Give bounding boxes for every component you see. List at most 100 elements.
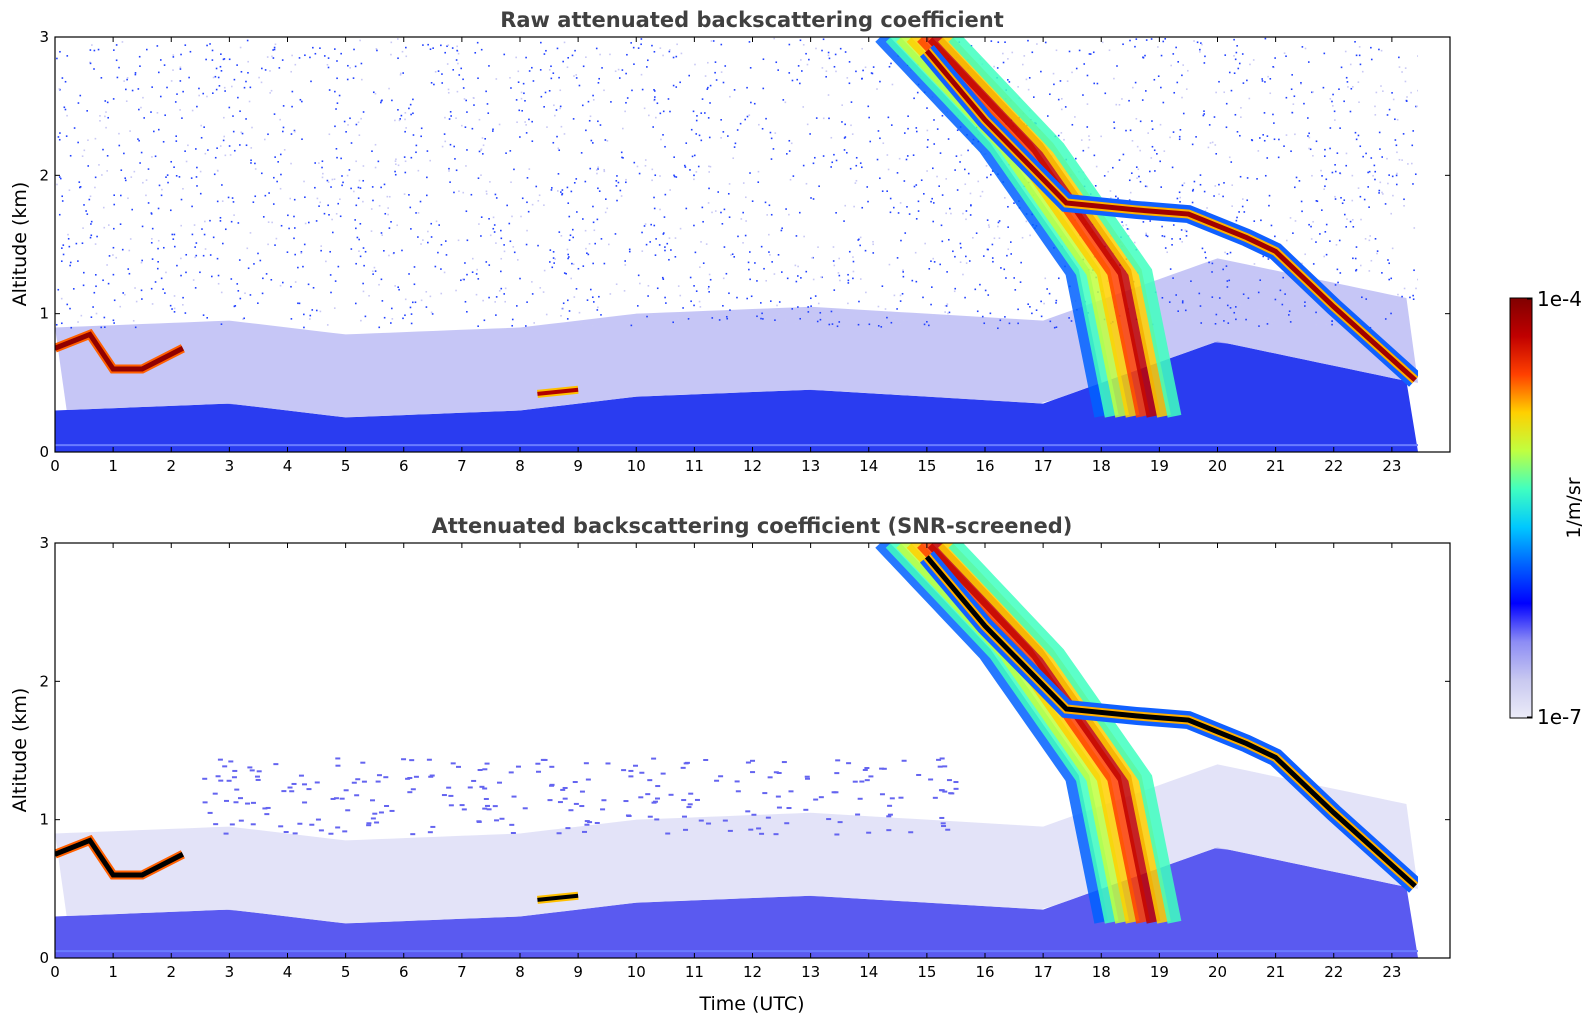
noise-speckle	[293, 198, 296, 201]
noise-speckle	[638, 172, 641, 175]
noise-speckle	[489, 234, 492, 237]
noise-speckle	[609, 293, 612, 295]
noise-speckle	[105, 111, 107, 113]
noise-speckle	[441, 82, 444, 84]
noise-speckle	[234, 305, 237, 307]
noise-speckle	[1381, 156, 1383, 158]
noise-speckle	[304, 196, 306, 199]
screened-speckle	[328, 832, 334, 835]
noise-speckle	[378, 283, 380, 286]
noise-speckle	[1365, 298, 1368, 300]
noise-speckle	[848, 61, 851, 63]
noise-speckle	[90, 223, 92, 225]
noise-speckle	[592, 142, 594, 144]
noise-speckle	[580, 152, 583, 154]
noise-speckle	[568, 215, 571, 218]
screened-speckle	[536, 770, 542, 773]
noise-speckle	[103, 226, 106, 229]
noise-speckle	[1334, 170, 1337, 173]
noise-speckle	[722, 304, 724, 307]
noise-speckle	[124, 179, 127, 182]
noise-speckle	[1324, 155, 1326, 158]
noise-speckle	[679, 227, 682, 230]
noise-speckle	[598, 190, 601, 192]
screened-speckle	[916, 773, 922, 776]
noise-speckle	[653, 196, 655, 199]
screened-speckle	[784, 822, 790, 825]
noise-speckle	[722, 81, 725, 84]
noise-speckle	[362, 179, 365, 182]
noise-speckle	[1153, 78, 1156, 81]
noise-speckle	[964, 168, 966, 171]
noise-speckle	[526, 229, 528, 232]
noise-speckle	[626, 97, 629, 99]
noise-speckle	[233, 78, 236, 81]
noise-speckle	[838, 257, 840, 260]
noise-speckle	[795, 322, 798, 325]
noise-speckle	[102, 148, 104, 151]
noise-speckle	[601, 67, 603, 69]
noise-speckle	[592, 94, 594, 97]
noise-speckle	[58, 138, 61, 141]
screened-speckle	[448, 804, 454, 807]
noise-speckle	[440, 44, 442, 47]
noise-speckle	[828, 323, 831, 326]
noise-speckle	[62, 253, 65, 256]
noise-speckle	[795, 235, 798, 237]
noise-speckle	[632, 46, 635, 49]
noise-speckle	[1139, 180, 1142, 183]
noise-speckle	[476, 41, 479, 44]
noise-speckle	[95, 312, 98, 315]
noise-speckle	[1035, 309, 1038, 312]
noise-speckle	[1177, 310, 1179, 312]
noise-speckle	[484, 137, 486, 140]
noise-speckle	[381, 234, 383, 236]
screened-speckle	[734, 780, 740, 783]
noise-speckle	[422, 239, 424, 241]
noise-speckle	[614, 233, 617, 235]
noise-speckle	[1374, 178, 1376, 181]
screened-speckle	[335, 764, 341, 767]
noise-speckle	[1113, 77, 1115, 80]
noise-speckle	[321, 160, 324, 163]
noise-speckle	[78, 181, 81, 183]
screened-speckle	[583, 762, 589, 765]
noise-speckle	[1343, 199, 1346, 201]
noise-speckle	[744, 234, 747, 237]
noise-speckle	[480, 235, 482, 237]
noise-speckle	[946, 271, 948, 273]
noise-speckle	[825, 75, 827, 78]
noise-speckle	[394, 173, 397, 176]
noise-speckle	[290, 318, 293, 320]
noise-speckle	[859, 244, 861, 247]
noise-speckle	[157, 261, 159, 263]
noise-speckle	[394, 285, 396, 287]
noise-speckle	[1027, 303, 1029, 306]
x-tick-label: 3	[225, 963, 235, 981]
noise-speckle	[249, 294, 252, 296]
noise-speckle	[833, 264, 836, 267]
noise-speckle	[1101, 41, 1104, 44]
noise-speckle	[571, 228, 574, 231]
noise-speckle	[89, 62, 92, 65]
noise-speckle	[209, 43, 211, 45]
noise-speckle	[532, 80, 535, 82]
x-tick-label: 3	[225, 457, 235, 475]
noise-speckle	[276, 180, 278, 183]
noise-speckle	[659, 208, 661, 211]
noise-speckle	[1163, 150, 1166, 152]
noise-speckle	[1357, 134, 1360, 137]
noise-speckle	[1308, 136, 1311, 139]
noise-speckle	[281, 59, 284, 61]
noise-speckle	[625, 181, 627, 184]
noise-speckle	[1122, 153, 1125, 156]
noise-speckle	[560, 125, 563, 128]
noise-speckle	[1304, 47, 1307, 50]
noise-speckle	[478, 223, 480, 225]
noise-speckle	[591, 296, 594, 299]
noise-speckle	[139, 65, 141, 67]
noise-speckle	[1340, 66, 1343, 69]
noise-speckle	[662, 278, 665, 280]
screened-speckle	[335, 826, 341, 829]
noise-speckle	[119, 223, 122, 225]
